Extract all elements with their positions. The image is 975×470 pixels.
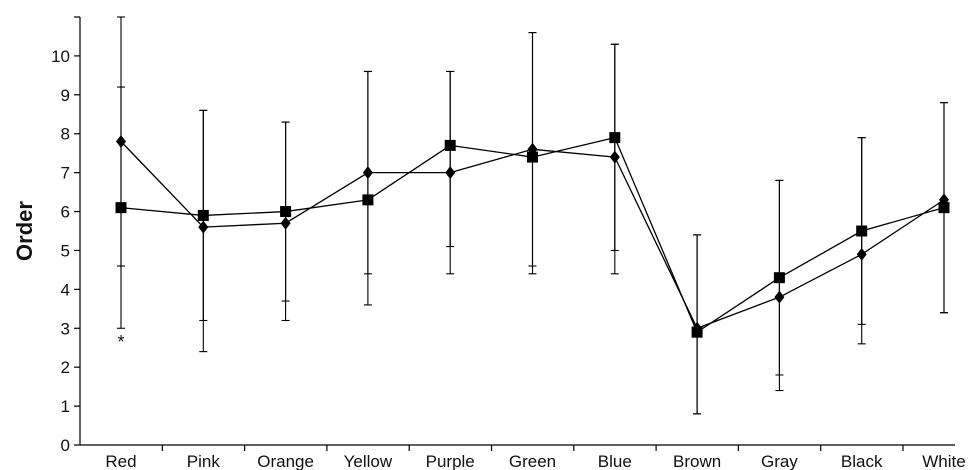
square-marker (691, 326, 703, 338)
y-tick-label: 2 (61, 358, 70, 377)
y-tick-label: 4 (61, 280, 70, 299)
x-tick-label: White (922, 452, 965, 470)
y-tick-label: 8 (61, 125, 70, 144)
y-tick-label: 10 (51, 47, 70, 66)
square-marker (609, 132, 621, 144)
x-tick-label: Blue (598, 452, 632, 470)
x-tick-label: Green (509, 452, 556, 470)
square-marker (280, 206, 292, 218)
x-tick-label: Pink (187, 452, 221, 470)
significance-asterisk: * (117, 332, 124, 352)
series-2 (115, 32, 950, 415)
square-marker (444, 139, 456, 151)
square-marker (856, 225, 868, 237)
y-tick-label: 5 (61, 241, 70, 260)
square-marker (115, 202, 127, 214)
square-marker (362, 194, 374, 206)
square-marker (938, 202, 950, 214)
square-marker (197, 209, 209, 221)
x-tick-label: Red (105, 452, 136, 470)
x-tick-label: Black (841, 452, 883, 470)
x-tick-label: Yellow (344, 452, 393, 470)
y-tick-label: 7 (61, 164, 70, 183)
square-marker (773, 272, 785, 284)
y-tick-label: 3 (61, 319, 70, 338)
x-tick-label: Brown (673, 452, 721, 470)
y-axis-title: Order (12, 201, 37, 261)
y-tick-label: 0 (61, 436, 70, 455)
y-tick-label: 9 (61, 86, 70, 105)
x-tick-label: Gray (761, 452, 798, 470)
x-tick-label: Orange (257, 452, 314, 470)
square-marker (527, 151, 538, 163)
y-tick-label: 1 (61, 397, 70, 416)
x-tick-label: Purple (426, 452, 475, 470)
y-tick-label: 6 (61, 203, 70, 222)
